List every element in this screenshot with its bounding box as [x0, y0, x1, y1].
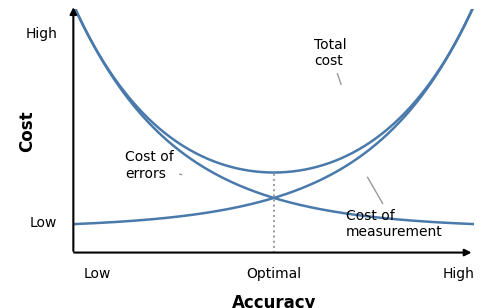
- Text: Accuracy: Accuracy: [231, 294, 315, 308]
- Text: High: High: [25, 26, 57, 41]
- Text: High: High: [442, 267, 473, 281]
- Text: Optimal: Optimal: [246, 267, 301, 281]
- Text: Cost: Cost: [18, 110, 36, 152]
- Text: Total
cost: Total cost: [313, 38, 346, 84]
- Text: Cost of
errors: Cost of errors: [125, 150, 181, 180]
- Text: Cost of
measurement: Cost of measurement: [346, 177, 442, 239]
- Text: Low: Low: [30, 216, 57, 230]
- Text: Low: Low: [83, 267, 111, 281]
